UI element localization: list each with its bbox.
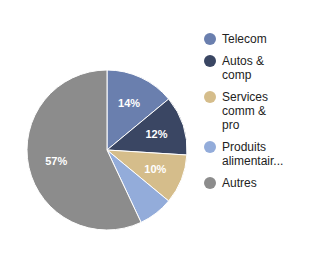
legend-label-line: Autos & bbox=[222, 54, 264, 68]
legend-label: Autres bbox=[222, 176, 257, 190]
legend-label-line: Autres bbox=[222, 176, 257, 190]
legend-label: Produitsalimentair... bbox=[222, 140, 283, 168]
legend-swatch bbox=[204, 55, 216, 67]
legend-swatch bbox=[204, 91, 216, 103]
legend-label-line: alimentair... bbox=[222, 154, 283, 168]
data-label: 57% bbox=[45, 155, 67, 167]
legend-swatch bbox=[204, 33, 216, 45]
legend-label-line: comm & bbox=[222, 104, 266, 118]
legend-label-line: Telecom bbox=[222, 32, 267, 46]
legend-swatch bbox=[204, 141, 216, 153]
pie-group bbox=[27, 70, 187, 230]
data-label: 10% bbox=[144, 163, 166, 175]
legend-label: Telecom bbox=[222, 32, 267, 46]
legend-label-line: pro bbox=[222, 118, 240, 132]
legend-label-line: Services bbox=[222, 90, 268, 104]
pie-slice bbox=[27, 70, 141, 230]
data-labels: 14% 12% 10% 57% bbox=[45, 97, 167, 175]
legend-label: Servicescomm &pro bbox=[222, 90, 268, 132]
chart-svg: 14%12%10%57%TelecomAutos &compServicesco… bbox=[0, 0, 316, 266]
legend-label: Autos &comp bbox=[222, 54, 264, 82]
chart-container: 14%12%10%57%TelecomAutos &compServicesco… bbox=[0, 0, 316, 266]
legend-swatch bbox=[204, 177, 216, 189]
data-label: 12% bbox=[145, 128, 167, 140]
legend-label-line: comp bbox=[222, 68, 252, 82]
legend: Telecom Autos &comp Servicescomm &pro Produ… bbox=[204, 32, 283, 190]
data-label: 14% bbox=[118, 97, 140, 109]
legend-label-line: Produits bbox=[222, 140, 266, 154]
